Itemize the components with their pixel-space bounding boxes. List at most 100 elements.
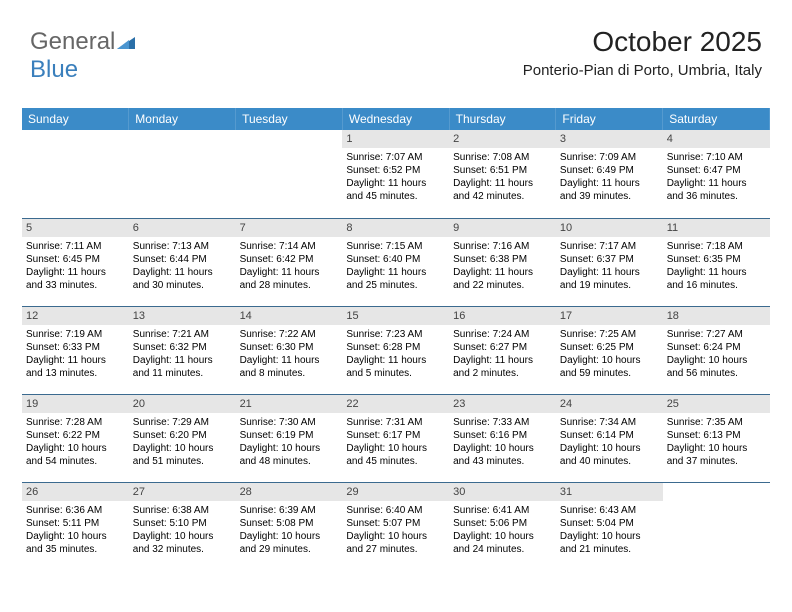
daylight-line: Daylight: 10 hours and 35 minutes. bbox=[26, 530, 125, 556]
calendar-day-cell: 18Sunrise: 7:27 AMSunset: 6:24 PMDayligh… bbox=[663, 306, 770, 394]
daylight-line: Daylight: 11 hours and 33 minutes. bbox=[26, 266, 125, 292]
daylight-line: Daylight: 10 hours and 45 minutes. bbox=[346, 442, 445, 468]
sunrise-line: Sunrise: 7:22 AM bbox=[240, 328, 339, 341]
calendar-day-cell: 1Sunrise: 7:07 AMSunset: 6:52 PMDaylight… bbox=[342, 130, 449, 218]
day-number-empty bbox=[236, 130, 343, 148]
daylight-line: Daylight: 11 hours and 36 minutes. bbox=[667, 177, 766, 203]
daylight-line: Daylight: 11 hours and 8 minutes. bbox=[240, 354, 339, 380]
day-number: 17 bbox=[556, 307, 663, 325]
sunrise-line: Sunrise: 6:39 AM bbox=[240, 504, 339, 517]
day-number-empty bbox=[129, 130, 236, 148]
calendar-day-cell: 2Sunrise: 7:08 AMSunset: 6:51 PMDaylight… bbox=[449, 130, 556, 218]
logo: General Blue bbox=[30, 28, 135, 84]
day-number: 21 bbox=[236, 395, 343, 413]
calendar-day-cell: 13Sunrise: 7:21 AMSunset: 6:32 PMDayligh… bbox=[129, 306, 236, 394]
day-header: Sunday bbox=[22, 108, 129, 130]
calendar-day-cell: 20Sunrise: 7:29 AMSunset: 6:20 PMDayligh… bbox=[129, 394, 236, 482]
sunrise-line: Sunrise: 7:11 AM bbox=[26, 240, 125, 253]
day-number: 22 bbox=[342, 395, 449, 413]
sunset-line: Sunset: 5:06 PM bbox=[453, 517, 552, 530]
calendar-day-cell bbox=[22, 130, 129, 218]
day-number-empty bbox=[22, 130, 129, 148]
sunset-line: Sunset: 5:11 PM bbox=[26, 517, 125, 530]
daylight-line: Daylight: 10 hours and 29 minutes. bbox=[240, 530, 339, 556]
daylight-line: Daylight: 11 hours and 11 minutes. bbox=[133, 354, 232, 380]
daylight-line: Daylight: 10 hours and 32 minutes. bbox=[133, 530, 232, 556]
day-number: 5 bbox=[22, 219, 129, 237]
day-number: 14 bbox=[236, 307, 343, 325]
sunrise-line: Sunrise: 7:19 AM bbox=[26, 328, 125, 341]
sunrise-line: Sunrise: 7:13 AM bbox=[133, 240, 232, 253]
day-number: 25 bbox=[663, 395, 770, 413]
day-number: 19 bbox=[22, 395, 129, 413]
sunrise-line: Sunrise: 7:34 AM bbox=[560, 416, 659, 429]
calendar-day-cell: 14Sunrise: 7:22 AMSunset: 6:30 PMDayligh… bbox=[236, 306, 343, 394]
sunset-line: Sunset: 6:27 PM bbox=[453, 341, 552, 354]
day-number: 30 bbox=[449, 483, 556, 501]
daylight-line: Daylight: 10 hours and 43 minutes. bbox=[453, 442, 552, 468]
daylight-line: Daylight: 11 hours and 28 minutes. bbox=[240, 266, 339, 292]
sunset-line: Sunset: 6:40 PM bbox=[346, 253, 445, 266]
sunset-line: Sunset: 6:14 PM bbox=[560, 429, 659, 442]
calendar-day-cell: 3Sunrise: 7:09 AMSunset: 6:49 PMDaylight… bbox=[556, 130, 663, 218]
sunset-line: Sunset: 5:10 PM bbox=[133, 517, 232, 530]
sunset-line: Sunset: 6:22 PM bbox=[26, 429, 125, 442]
calendar-day-cell: 30 Sunrise: 6:41 AMSunset: 5:06 PMDayligh… bbox=[449, 482, 556, 570]
calendar-day-cell: 17Sunrise: 7:25 AMSunset: 6:25 PMDayligh… bbox=[556, 306, 663, 394]
sunrise-line: Sunrise: 7:16 AM bbox=[453, 240, 552, 253]
calendar-day-cell: 9Sunrise: 7:16 AMSunset: 6:38 PMDaylight… bbox=[449, 218, 556, 306]
day-number: 3 bbox=[556, 130, 663, 148]
sunset-line: Sunset: 6:52 PM bbox=[346, 164, 445, 177]
daylight-line: Daylight: 11 hours and 19 minutes. bbox=[560, 266, 659, 292]
daylight-line: Daylight: 10 hours and 54 minutes. bbox=[26, 442, 125, 468]
calendar-week-row: 19Sunrise: 7:28 AMSunset: 6:22 PMDayligh… bbox=[22, 394, 770, 482]
daylight-line: Daylight: 10 hours and 59 minutes. bbox=[560, 354, 659, 380]
day-number: 13 bbox=[129, 307, 236, 325]
day-header: Friday bbox=[556, 108, 663, 130]
sunrise-line: Sunrise: 6:41 AM bbox=[453, 504, 552, 517]
sunrise-line: Sunrise: 7:31 AM bbox=[346, 416, 445, 429]
calendar-day-cell: 12Sunrise: 7:19 AMSunset: 6:33 PMDayligh… bbox=[22, 306, 129, 394]
sunset-line: Sunset: 6:13 PM bbox=[667, 429, 766, 442]
day-number: 7 bbox=[236, 219, 343, 237]
day-number: 26 bbox=[22, 483, 129, 501]
sunset-line: Sunset: 6:33 PM bbox=[26, 341, 125, 354]
day-number: 18 bbox=[663, 307, 770, 325]
day-header: Monday bbox=[129, 108, 236, 130]
location-text: Ponterio-Pian di Porto, Umbria, Italy bbox=[523, 62, 762, 79]
sunrise-line: Sunrise: 7:33 AM bbox=[453, 416, 552, 429]
calendar-week-row: 26Sunrise: 6:36 AMSunset: 5:11 PMDayligh… bbox=[22, 482, 770, 570]
calendar-day-cell: 4Sunrise: 7:10 AMSunset: 6:47 PMDaylight… bbox=[663, 130, 770, 218]
calendar-day-cell: 25Sunrise: 7:35 AMSunset: 6:13 PMDayligh… bbox=[663, 394, 770, 482]
calendar-day-cell: 31Sunrise: 6:43 AMSunset: 5:04 PMDayligh… bbox=[556, 482, 663, 570]
sunrise-line: Sunrise: 7:24 AM bbox=[453, 328, 552, 341]
sunrise-line: Sunrise: 7:07 AM bbox=[346, 151, 445, 164]
daylight-line: Daylight: 10 hours and 24 minutes. bbox=[453, 530, 552, 556]
sunrise-line: Sunrise: 7:17 AM bbox=[560, 240, 659, 253]
day-number: 1 bbox=[342, 130, 449, 148]
sunset-line: Sunset: 6:16 PM bbox=[453, 429, 552, 442]
sunrise-line: Sunrise: 6:40 AM bbox=[346, 504, 445, 517]
sunrise-line: Sunrise: 7:10 AM bbox=[667, 151, 766, 164]
day-header: Saturday bbox=[663, 108, 770, 130]
sunset-line: Sunset: 6:37 PM bbox=[560, 253, 659, 266]
sunrise-line: Sunrise: 7:08 AM bbox=[453, 151, 552, 164]
daylight-line: Daylight: 11 hours and 42 minutes. bbox=[453, 177, 552, 203]
calendar-day-cell: 23Sunrise: 7:33 AMSunset: 6:16 PMDayligh… bbox=[449, 394, 556, 482]
day-number: 11 bbox=[663, 219, 770, 237]
sunset-line: Sunset: 6:35 PM bbox=[667, 253, 766, 266]
calendar-day-cell: 19Sunrise: 7:28 AMSunset: 6:22 PMDayligh… bbox=[22, 394, 129, 482]
day-number: 28 bbox=[236, 483, 343, 501]
day-number: 8 bbox=[342, 219, 449, 237]
sunset-line: Sunset: 6:42 PM bbox=[240, 253, 339, 266]
daylight-line: Daylight: 11 hours and 22 minutes. bbox=[453, 266, 552, 292]
day-number: 10 bbox=[556, 219, 663, 237]
calendar-day-cell bbox=[236, 130, 343, 218]
calendar-table: SundayMondayTuesdayWednesdayThursdayFrid… bbox=[22, 108, 770, 570]
day-number: 20 bbox=[129, 395, 236, 413]
daylight-line: Daylight: 11 hours and 39 minutes. bbox=[560, 177, 659, 203]
sunrise-line: Sunrise: 7:21 AM bbox=[133, 328, 232, 341]
day-number: 2 bbox=[449, 130, 556, 148]
daylight-line: Daylight: 11 hours and 13 minutes. bbox=[26, 354, 125, 380]
daylight-line: Daylight: 10 hours and 21 minutes. bbox=[560, 530, 659, 556]
